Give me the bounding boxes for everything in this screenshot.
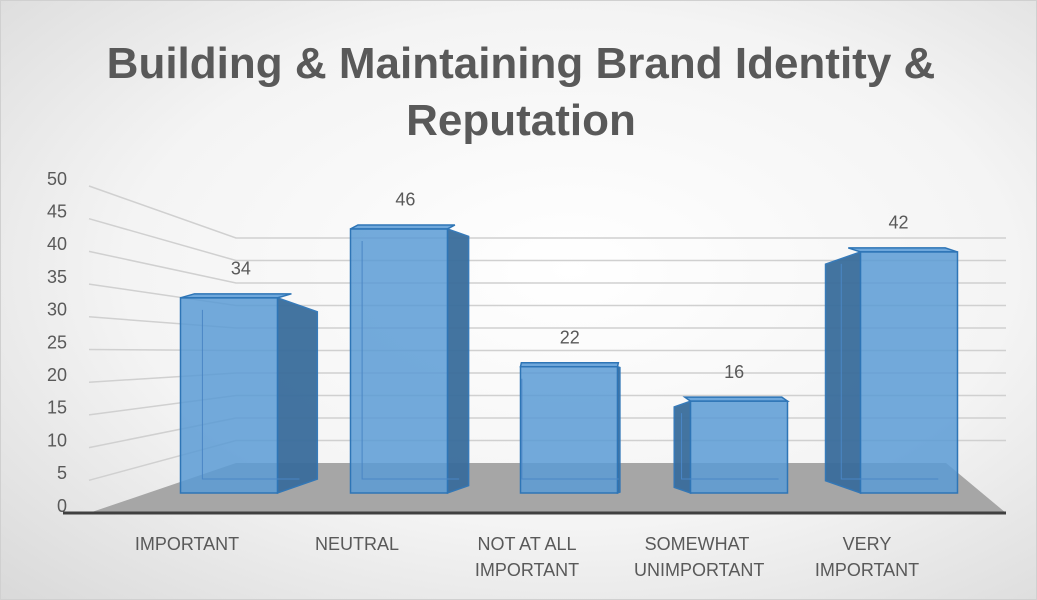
value-label: 46 xyxy=(395,190,415,210)
y-tick-label: 5 xyxy=(57,463,67,483)
y-tick-label: 40 xyxy=(47,234,67,254)
y-tick-label: 10 xyxy=(47,430,67,450)
bar xyxy=(859,251,959,494)
bar xyxy=(689,400,789,494)
grid-line xyxy=(88,217,1006,262)
x-tick-label: SOMEWHAT UNIMPORTANT xyxy=(634,534,765,580)
bar-side xyxy=(446,227,470,495)
x-tick-label: VERY IMPORTANT xyxy=(814,534,920,580)
bar-side xyxy=(824,250,862,495)
grid-line xyxy=(88,250,1006,284)
bar-inner-edge xyxy=(681,413,779,480)
y-tick-label: 35 xyxy=(47,267,67,287)
value-label: 16 xyxy=(724,362,744,382)
y-tick-label: 20 xyxy=(47,365,67,385)
x-tick-label: NEUTRAL xyxy=(314,534,399,554)
y-tick-label: 15 xyxy=(47,398,67,418)
y-tick-label: 0 xyxy=(57,496,67,516)
y-tick-label: 30 xyxy=(47,300,67,320)
x-tick-label: NOT AT ALL IMPORTANT xyxy=(474,534,580,580)
bar xyxy=(179,297,279,494)
bar-inner-edge xyxy=(840,263,939,480)
bar-inner-edge xyxy=(361,240,460,480)
bar-side xyxy=(276,296,319,495)
bar xyxy=(519,365,619,494)
y-tick-label: 45 xyxy=(47,201,67,221)
y-tick-label: 50 xyxy=(47,169,67,189)
bar xyxy=(349,228,449,494)
bar-inner-edge xyxy=(521,378,619,480)
grid-line xyxy=(88,185,1006,239)
x-tick-label: IMPORTANT xyxy=(134,534,240,554)
y-tick-label: 25 xyxy=(47,332,67,352)
bar-inner-edge xyxy=(201,309,300,480)
value-label: 22 xyxy=(560,327,580,347)
value-label: 34 xyxy=(231,259,251,279)
chart-title: Building & Maintaining Brand Identity & … xyxy=(106,39,936,145)
value-label: 42 xyxy=(888,213,908,233)
